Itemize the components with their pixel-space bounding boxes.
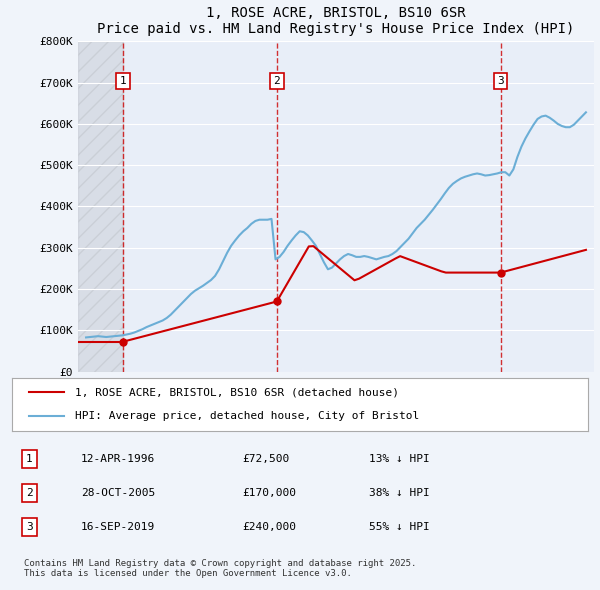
Text: 38% ↓ HPI: 38% ↓ HPI bbox=[369, 488, 430, 498]
Text: £170,000: £170,000 bbox=[242, 488, 296, 498]
Text: 55% ↓ HPI: 55% ↓ HPI bbox=[369, 522, 430, 532]
Text: 1, ROSE ACRE, BRISTOL, BS10 6SR (detached house): 1, ROSE ACRE, BRISTOL, BS10 6SR (detache… bbox=[76, 388, 400, 398]
Text: 1: 1 bbox=[26, 454, 32, 464]
Text: 2: 2 bbox=[274, 76, 280, 86]
Text: 16-SEP-2019: 16-SEP-2019 bbox=[81, 522, 155, 532]
Text: Contains HM Land Registry data © Crown copyright and database right 2025.
This d: Contains HM Land Registry data © Crown c… bbox=[23, 559, 416, 578]
Text: 28-OCT-2005: 28-OCT-2005 bbox=[81, 488, 155, 498]
Text: 2: 2 bbox=[26, 488, 32, 498]
Title: 1, ROSE ACRE, BRISTOL, BS10 6SR
Price paid vs. HM Land Registry's House Price In: 1, ROSE ACRE, BRISTOL, BS10 6SR Price pa… bbox=[97, 6, 575, 36]
Text: 3: 3 bbox=[497, 76, 504, 86]
Text: 1: 1 bbox=[119, 76, 126, 86]
Text: £240,000: £240,000 bbox=[242, 522, 296, 532]
Text: £72,500: £72,500 bbox=[242, 454, 290, 464]
Text: 13% ↓ HPI: 13% ↓ HPI bbox=[369, 454, 430, 464]
Text: 3: 3 bbox=[26, 522, 32, 532]
Text: HPI: Average price, detached house, City of Bristol: HPI: Average price, detached house, City… bbox=[76, 411, 419, 421]
Bar bbox=[78, 41, 123, 372]
Text: 12-APR-1996: 12-APR-1996 bbox=[81, 454, 155, 464]
